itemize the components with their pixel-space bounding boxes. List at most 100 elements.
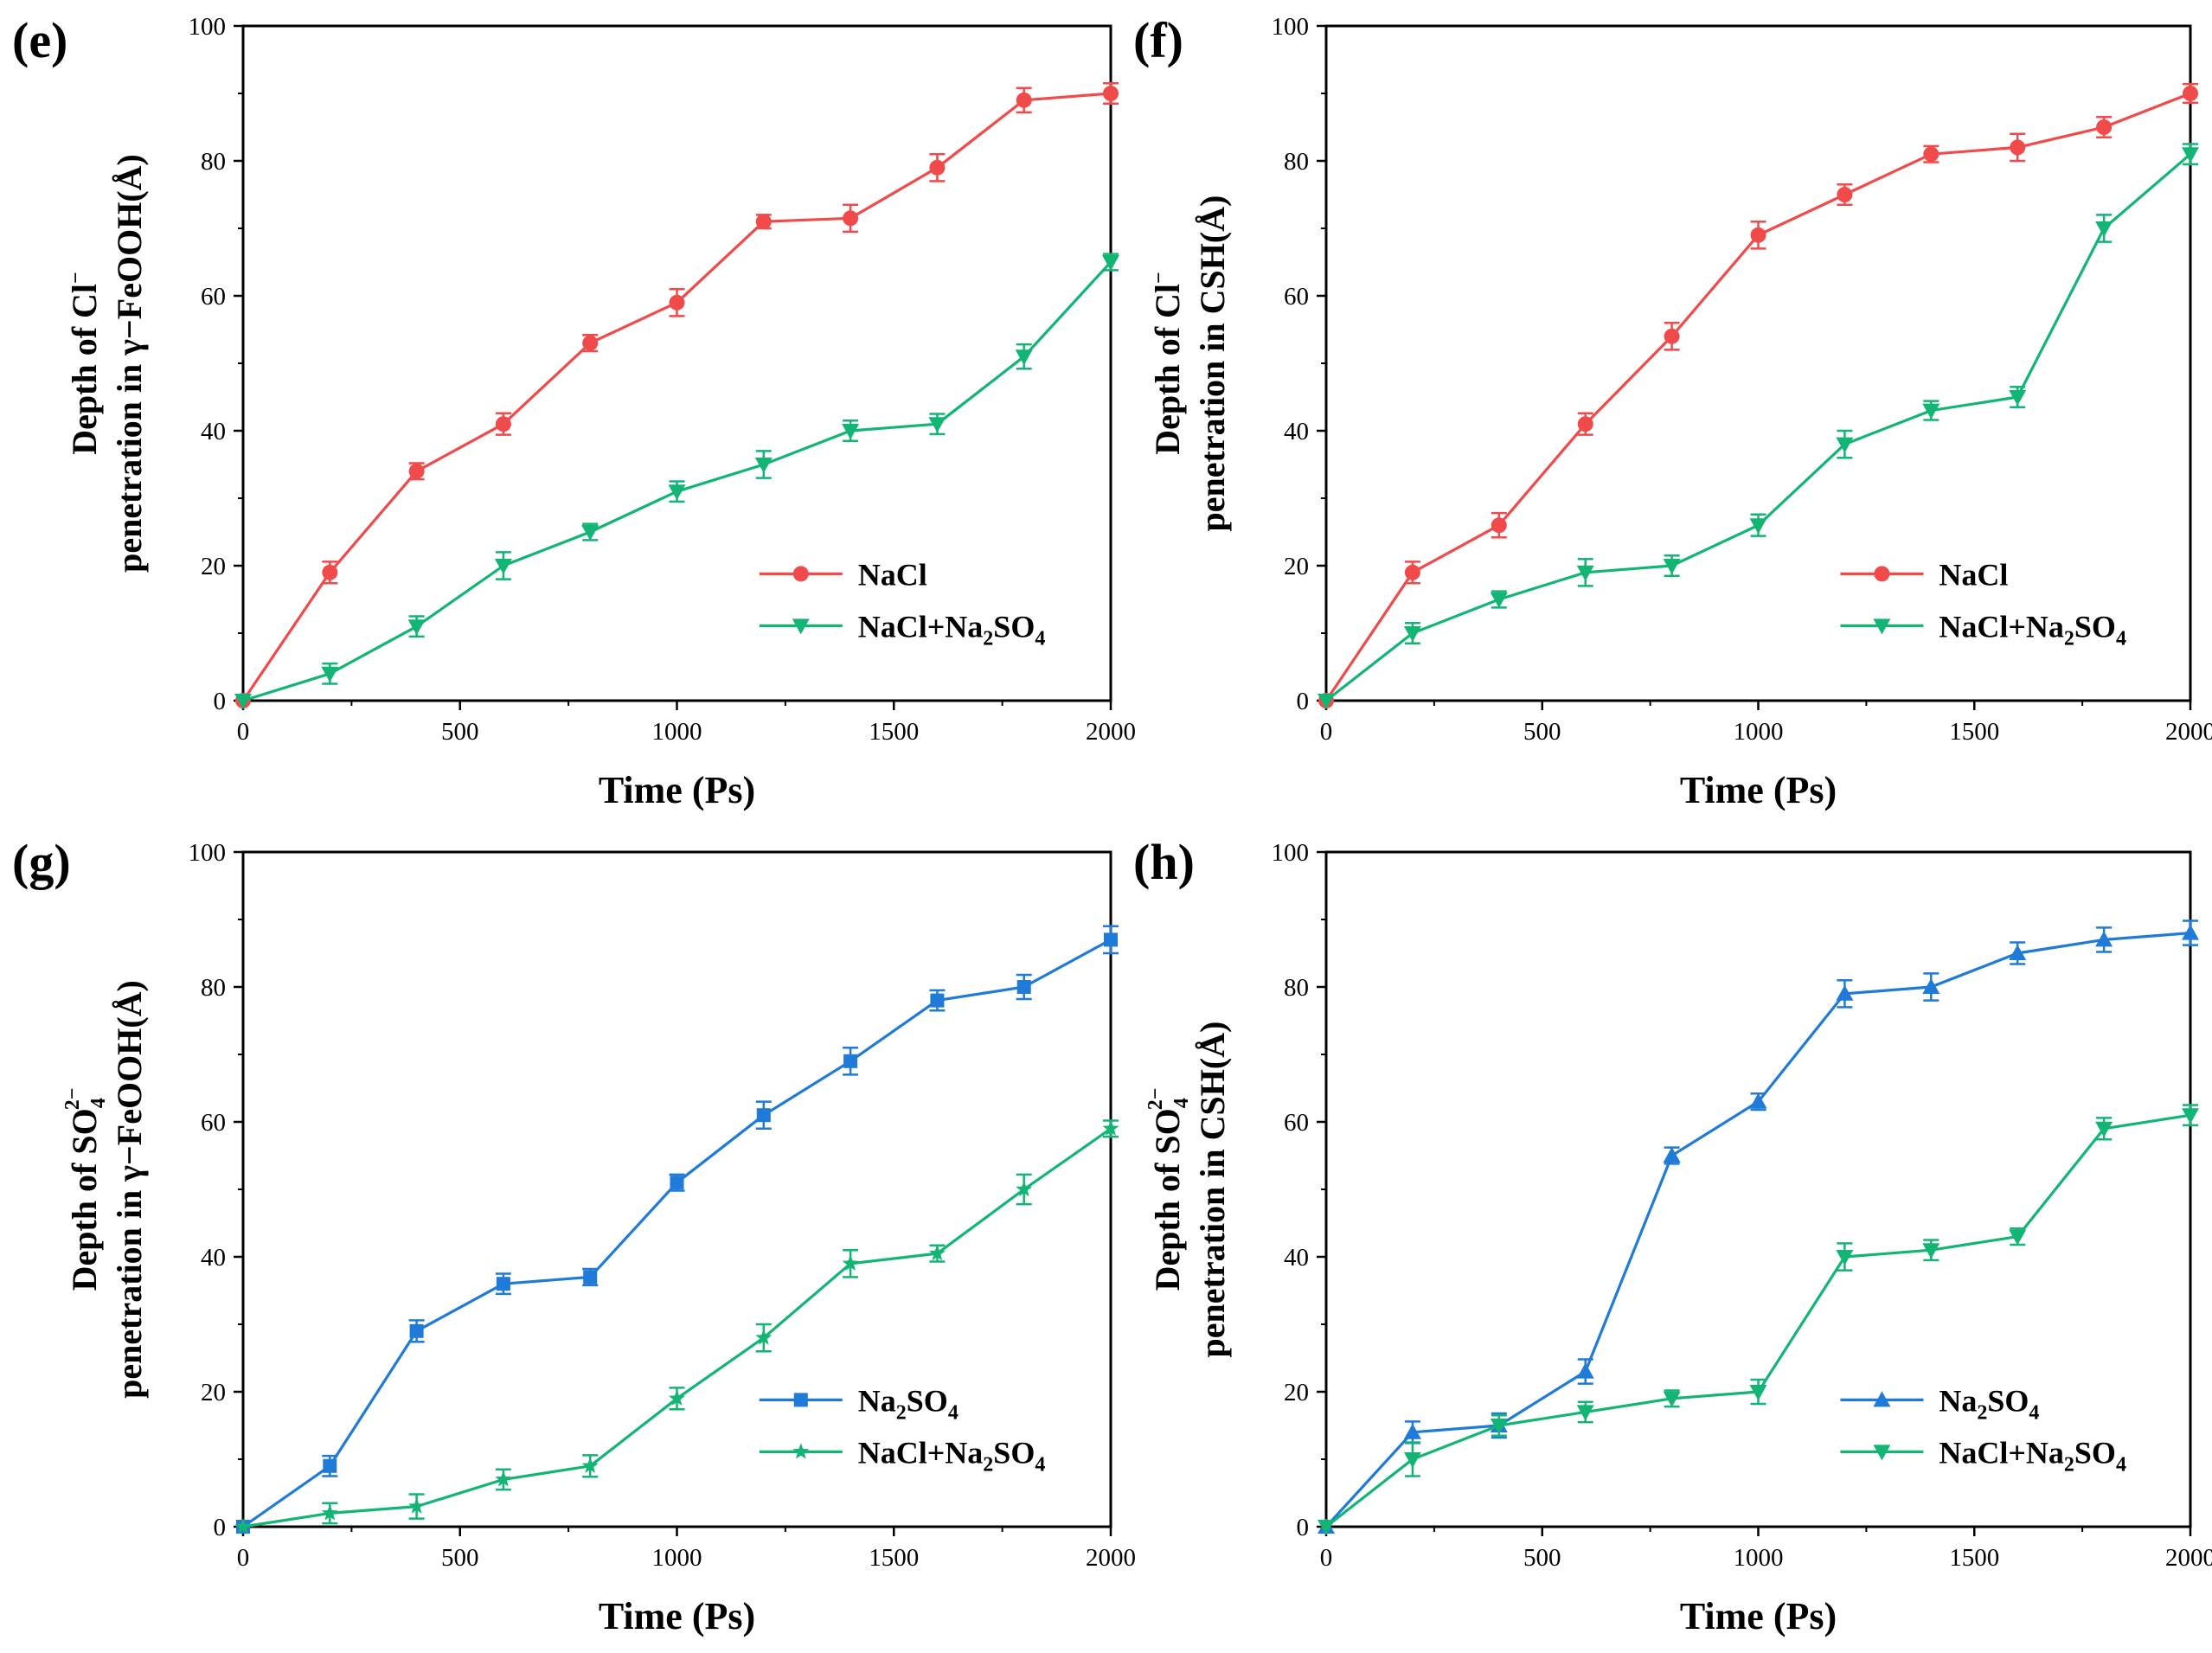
- data-point: [1490, 593, 1508, 608]
- series-1: [234, 1119, 1119, 1534]
- y-tick-label: 40: [1284, 418, 1309, 445]
- data-point: [1749, 1092, 1767, 1109]
- data-point: [1318, 1520, 1335, 1535]
- legend-marker: [792, 618, 810, 635]
- legend-marker: [792, 1443, 810, 1459]
- x-tick-label: 0: [237, 718, 250, 746]
- data-point: [323, 1458, 337, 1473]
- data-point: [2095, 221, 2113, 237]
- x-tick-label: 2000: [1086, 1544, 1136, 1572]
- y-axis-title-line2: penetration in CSH(Å): [1193, 1022, 1232, 1358]
- y-tick-label: 100: [189, 13, 227, 41]
- data-point: [1836, 984, 1854, 1001]
- x-tick-label: 2000: [2165, 1544, 2212, 1572]
- data-point: [756, 1108, 771, 1123]
- legend-label: NaCl+Na2SO4: [1939, 1435, 2126, 1476]
- data-point: [2183, 86, 2198, 101]
- y-tick-label: 20: [1284, 1379, 1309, 1406]
- series-1: [234, 253, 1119, 709]
- x-tick-label: 0: [237, 1544, 250, 1572]
- legend-marker: [1873, 618, 1891, 635]
- data-point: [581, 1457, 599, 1473]
- data-point: [408, 1497, 426, 1514]
- data-point: [496, 1277, 510, 1291]
- data-point: [1749, 1385, 1767, 1400]
- x-tick-label: 500: [441, 1544, 479, 1572]
- data-point: [930, 993, 945, 1008]
- data-point: [928, 417, 946, 433]
- x-tick-label: 1500: [869, 1544, 919, 1572]
- legend-marker: [1873, 1391, 1891, 1407]
- y-axis-title-line1: Depth of SO42−: [61, 1088, 110, 1291]
- y-tick-label: 0: [214, 688, 227, 715]
- y-tick-label: 60: [201, 1109, 226, 1137]
- data-point: [234, 694, 252, 709]
- chart-panel-h: (h) 0 500 1000 1500 2000 0 20 40 60 80 100 Time (Ps)…: [1133, 834, 2212, 1637]
- legend-marker: [1873, 1445, 1891, 1461]
- x-tick-label: 1000: [1734, 1544, 1784, 1572]
- x-tick-label: 1500: [1949, 1544, 1999, 1572]
- legend-label: NaCl+Na2SO4: [858, 1435, 1046, 1476]
- legend-marker: [792, 566, 809, 582]
- data-point: [1664, 328, 1680, 344]
- y-tick-label: 80: [1284, 148, 1309, 176]
- panel-letter: (h): [1133, 834, 1195, 890]
- y-tick-label: 100: [1272, 13, 1310, 41]
- data-point: [843, 1054, 858, 1068]
- y-tick-label: 40: [201, 1244, 226, 1272]
- data-point: [322, 564, 338, 580]
- plot-frame: [1324, 850, 2192, 1528]
- chart-panel-e: (e) 0 500 1000 1500 2000 0 20 40 60 80 100 Time (Ps)…: [12, 12, 1136, 811]
- panel-letter: (g): [12, 834, 71, 890]
- x-tick-label: 500: [1523, 1544, 1561, 1572]
- data-point: [1577, 416, 1593, 432]
- data-point: [755, 1329, 773, 1345]
- data-point: [582, 335, 599, 351]
- legend: Na2SO4 NaCl+Na2SO4: [1840, 1383, 2126, 1476]
- data-point: [1837, 187, 1853, 202]
- y-tick-label: 60: [1284, 283, 1309, 311]
- data-point: [755, 214, 772, 230]
- data-point: [1750, 227, 1766, 243]
- data-point: [668, 484, 686, 501]
- legend-label: Na2SO4: [858, 1383, 959, 1424]
- data-point: [1016, 1181, 1033, 1197]
- data-point: [1576, 1362, 1594, 1379]
- y-tick-label: 60: [1284, 1109, 1309, 1137]
- data-point: [2095, 931, 2113, 947]
- data-point: [2182, 1108, 2199, 1124]
- legend-marker: [1874, 566, 1890, 582]
- data-point: [2009, 390, 2027, 406]
- data-point: [754, 458, 773, 473]
- data-point: [407, 619, 426, 636]
- y-tick-label: 100: [189, 839, 227, 867]
- x-axis-title: Time (Ps): [599, 769, 755, 811]
- data-point: [1663, 1147, 1681, 1163]
- chart-panel-g: (g) 0 500 1000 1500 2000 0 20 40 60 80 100 Time (Ps)…: [12, 834, 1136, 1637]
- x-tick-label: 1000: [652, 718, 702, 746]
- data-point: [234, 1518, 252, 1534]
- legend-label: NaCl+Na2SO4: [858, 609, 1046, 650]
- data-point: [1102, 255, 1119, 271]
- data-point: [1922, 1243, 1940, 1259]
- data-point: [669, 1389, 685, 1406]
- x-tick-label: 1000: [1734, 718, 1784, 746]
- data-point: [1663, 1391, 1681, 1407]
- y-tick-label: 0: [1297, 1514, 1310, 1541]
- data-point: [1576, 565, 1594, 581]
- x-tick-label: 2000: [1086, 718, 1136, 746]
- data-point: [581, 525, 599, 541]
- x-tick-label: 1000: [652, 1544, 702, 1572]
- data-point: [1016, 92, 1032, 108]
- data-point: [1104, 932, 1118, 947]
- y-axis-title-line2: penetration in CSH(Å): [1193, 195, 1232, 532]
- legend: NaCl NaCl+Na2SO4: [759, 557, 1046, 650]
- data-point: [842, 1254, 859, 1271]
- data-point: [409, 1323, 424, 1338]
- data-point: [1836, 1250, 1854, 1265]
- data-point: [1403, 1423, 1421, 1439]
- data-point: [495, 1470, 512, 1487]
- data-point: [928, 1245, 946, 1261]
- x-tick-label: 500: [441, 718, 479, 746]
